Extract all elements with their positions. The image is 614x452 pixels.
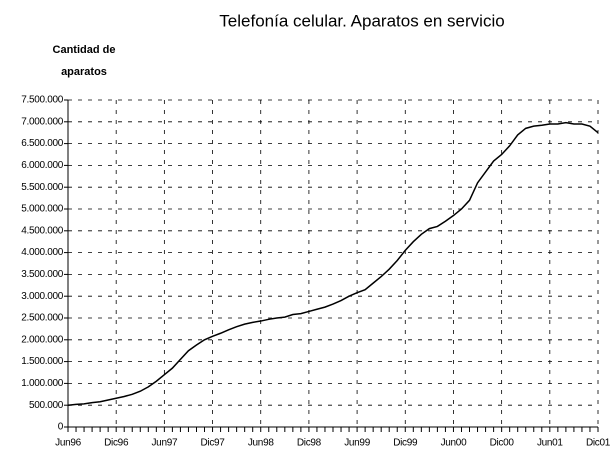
x-tick-label: Dic01 — [586, 438, 611, 449]
x-tick-label: Jun01 — [537, 438, 563, 449]
x-tick-label: Jun98 — [248, 438, 274, 449]
y-tick-label: 2.500.000 — [21, 313, 64, 324]
y-tick-label: 0 — [58, 422, 64, 433]
y-tick-label: 7.000.000 — [21, 116, 64, 127]
chart-title: Telefonía celular. Aparatos en servicio — [219, 11, 504, 30]
y-tick-label: 4.500.000 — [21, 225, 64, 236]
y-axis-label: aparatos — [61, 66, 107, 78]
data-line — [67, 121, 599, 406]
y-tick-label: 6.500.000 — [21, 138, 64, 149]
y-tick-label: 3.000.000 — [21, 291, 64, 302]
x-tick-label: Dic00 — [490, 438, 515, 449]
x-tick-label: Jun96 — [55, 438, 81, 449]
x-tick-label: Jun99 — [344, 438, 370, 449]
y-tick-label: 2.000.000 — [21, 334, 64, 345]
y-tick-label: 5.500.000 — [21, 182, 64, 193]
y-tick-label: 6.000.000 — [21, 160, 64, 171]
y-tick-label: 4.000.000 — [21, 247, 64, 258]
x-tick-label: Dic96 — [104, 438, 129, 449]
y-tick-label: 5.000.000 — [21, 204, 64, 215]
y-tick-label: 1.000.000 — [21, 378, 64, 389]
y-tick-label: 1.500.000 — [21, 356, 64, 367]
x-tick-label: Jun00 — [441, 438, 467, 449]
x-tick-label: Dic99 — [393, 438, 418, 449]
y-tick-label: 3.500.000 — [21, 269, 64, 280]
y-tick-label: 7.500.000 — [21, 95, 64, 106]
x-tick-label: Jun97 — [151, 438, 177, 449]
y-tick-label: 500.000 — [29, 400, 64, 411]
y-axis-label: Cantidad de — [53, 44, 116, 56]
x-tick-label: Dic98 — [297, 438, 322, 449]
x-tick-label: Dic97 — [201, 438, 226, 449]
